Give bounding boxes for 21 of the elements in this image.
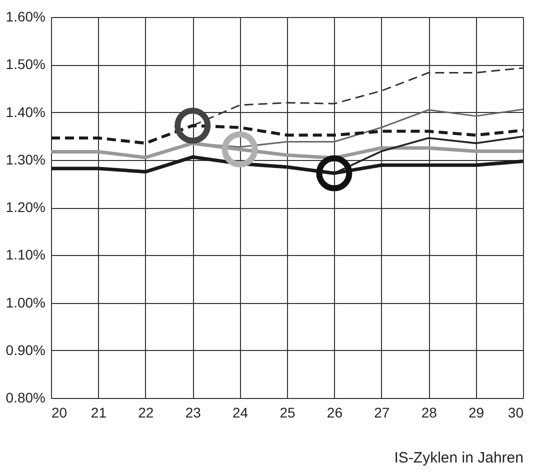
x-tick-label: 24 (232, 404, 248, 420)
y-tick-label: 1.10% (6, 246, 46, 263)
x-tick-label: 23 (185, 404, 202, 420)
y-tick-label: 1.30% (6, 151, 46, 168)
x-tick-label: 20 (52, 404, 68, 420)
y-tick-label: 1.60% (6, 8, 46, 24)
y-tick-label: 1.00% (6, 294, 46, 310)
y-tick-label: 0.90% (6, 342, 46, 358)
x-tick-label: 28 (421, 404, 438, 420)
x-tick-label: 22 (138, 404, 154, 420)
x-tick-label: 21 (90, 404, 107, 420)
x-tick-label: 26 (326, 404, 343, 420)
y-tick-label: 0.80% (6, 390, 46, 406)
y-tick-label: 1.50% (6, 56, 46, 72)
x-tick-label: 29 (468, 404, 484, 420)
x-tick-label: 27 (374, 404, 390, 420)
y-tick-label: 1.20% (6, 199, 46, 215)
x-tick-label: 25 (280, 404, 296, 420)
y-tick-label: 1.40% (6, 104, 46, 120)
x-tick-label: 30 (508, 404, 524, 420)
x-axis-title: IS-Zyklen in Jahren (394, 450, 524, 466)
